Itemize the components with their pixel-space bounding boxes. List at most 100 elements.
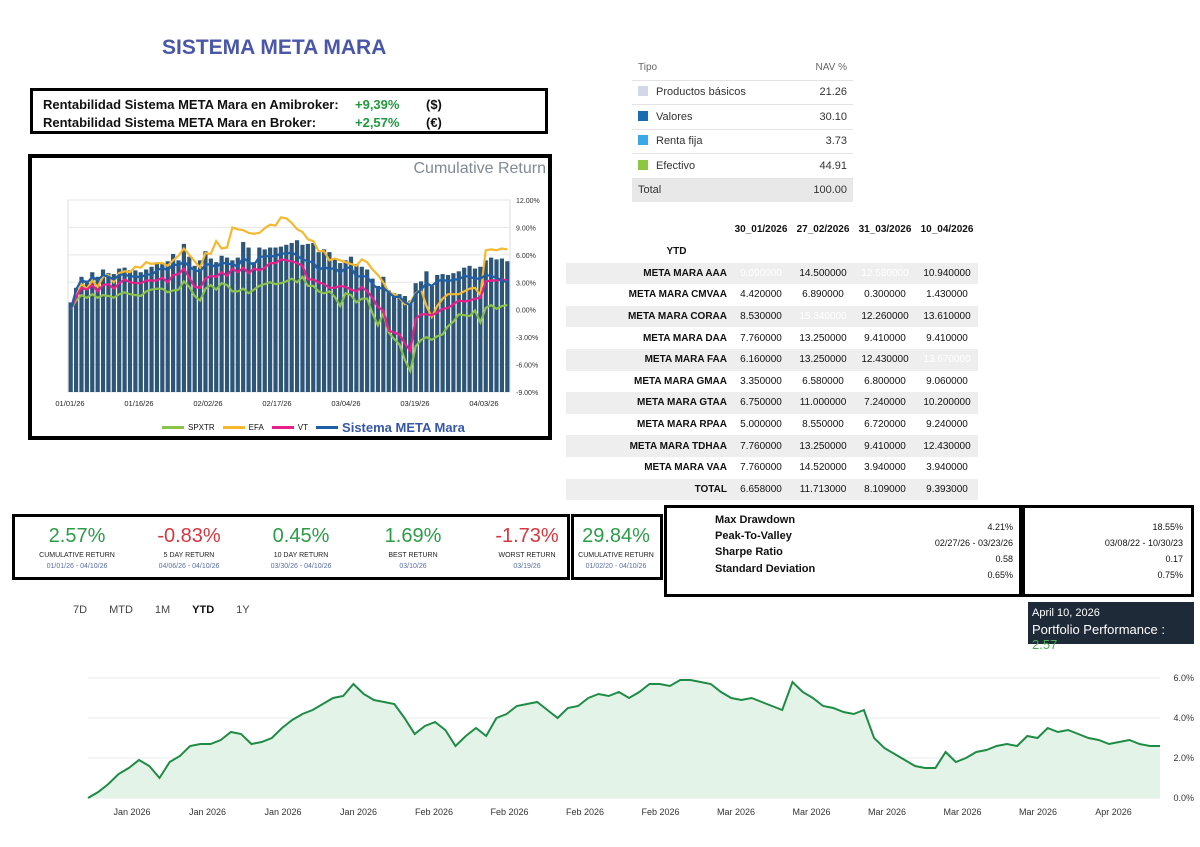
ytd-row: META MARA VAA 7.760000 14.520000 3.940000 3.… — [566, 457, 978, 479]
ytd-row-name: META MARA GMAA — [634, 375, 727, 387]
bar — [472, 268, 478, 392]
stat-dates: 01/01/26 - 04/10/26 — [46, 563, 108, 570]
ytd-date-header: 30_01/2026 — [734, 224, 788, 235]
y-tick-label: 6.0% — [1173, 673, 1194, 683]
x-tick-label: Jan 2026 — [189, 807, 226, 817]
std-value: 0.65% — [987, 570, 1013, 580]
bar — [462, 267, 467, 392]
ytd-cell: 7.760000 — [740, 462, 782, 474]
bar — [73, 287, 79, 392]
x-tick-label: 01/01/26 — [55, 399, 84, 408]
max-drawdown-value: 4.21% — [987, 522, 1013, 532]
return-value: +9,39% — [355, 97, 400, 112]
range-tab-1m[interactable]: 1M — [154, 604, 171, 616]
range-tab-ytd[interactable]: YTD — [192, 604, 215, 616]
bar — [100, 269, 106, 392]
ytd-cell: 9.410000 — [864, 332, 906, 344]
sharpe-value: 0.58 — [995, 554, 1013, 564]
bar — [84, 280, 89, 392]
bar — [289, 242, 294, 392]
legend-swatch — [316, 426, 339, 429]
bar — [505, 261, 510, 392]
bar — [251, 262, 257, 392]
x-tick-label: Jan 2026 — [113, 807, 150, 817]
bar — [348, 256, 354, 392]
ytd-cell: 12.430000 — [916, 435, 978, 457]
bar — [284, 244, 289, 392]
bar — [499, 258, 505, 392]
range-tab-mtd[interactable]: MTD — [109, 604, 133, 616]
stat-value: 29.84% — [582, 525, 650, 547]
legend-item: EFA — [222, 423, 264, 432]
x-tick-label: Apr 2026 — [1095, 807, 1132, 817]
tooltip-date: April 10, 2026 — [1032, 607, 1100, 619]
ytd-row-name: TOTAL — [566, 478, 730, 501]
y-tick-label: 4.0% — [1173, 713, 1194, 723]
bar — [117, 268, 122, 392]
return-label: Rentabilidad Sistema META Mara en Amibro… — [43, 97, 339, 112]
ytd-cell: 9.410000 — [854, 435, 916, 457]
bar — [478, 266, 483, 392]
performance-line — [87, 679, 1160, 799]
range-tab-1y[interactable]: 1Y — [236, 604, 250, 616]
nav-row: Productos básicos 21.26 — [632, 80, 853, 105]
y-tick-label: 2.0% — [1173, 753, 1194, 763]
stat-label: CUMULATIVE RETURN — [578, 552, 654, 559]
swatch-icon — [638, 159, 648, 170]
bar — [176, 260, 181, 392]
ytd-cell: 13.250000 — [792, 348, 854, 371]
period-stats: 2.57% CUMULATIVE RETURN 01/01/26 - 04/10/2… — [12, 514, 570, 580]
x-tick-label: Mar 2026 — [943, 807, 981, 817]
bar — [370, 278, 375, 392]
ytd-cell: 14.520000 — [799, 462, 847, 474]
ytd-row: META MARA GMAA 3.350000 6.580000 6.800000 9.… — [566, 371, 978, 393]
ytd-cell: 12.260000 — [854, 305, 916, 328]
ytd-cell: 3.940000 — [926, 462, 968, 474]
bar — [90, 272, 95, 392]
ytd-cell: 12.580000 — [854, 262, 916, 285]
bar — [338, 263, 343, 392]
ytd-total-row: TOTAL 6.658000 11.713000 8.109000 9.393000 — [566, 478, 978, 501]
y-tick-label: 3.00% — [516, 280, 536, 287]
bar — [365, 269, 370, 392]
stat-item: 1.69% BEST RETURN 03/10/26 — [359, 525, 467, 570]
stat-dates: 01/02/20 - 04/10/26 — [585, 563, 647, 570]
x-tick-label: 02/17/26 — [262, 399, 291, 408]
swatch-icon — [638, 110, 648, 121]
ytd-cell: 6.160000 — [730, 348, 792, 371]
stat-dates: 04/06/26 - 04/10/26 — [158, 563, 220, 570]
nav-row: Valores 30.10 — [632, 104, 853, 130]
y-tick-label: 0.00% — [516, 308, 536, 315]
ytd-date-header: 10_04/2026 — [920, 224, 974, 235]
ytd-row: META MARA CORAA 8.530000 15.340000 12.26000… — [566, 305, 978, 328]
bar — [445, 274, 451, 392]
x-tick-label: Mar 2026 — [1019, 807, 1057, 817]
bar — [273, 247, 278, 392]
x-tick-label: Feb 2026 — [641, 807, 679, 817]
x-tick-label: 03/04/26 — [331, 399, 360, 408]
range-tab-7d[interactable]: 7D — [73, 604, 88, 616]
bar — [79, 276, 84, 392]
bar — [359, 266, 364, 392]
ytd-cell: 6.720000 — [864, 419, 906, 431]
bar — [300, 244, 305, 392]
bar — [203, 251, 208, 392]
stat-label: 5 DAY RETURN — [163, 552, 215, 559]
bar — [187, 256, 192, 392]
x-tick-label: Mar 2026 — [792, 807, 830, 817]
legend-item: VT — [271, 423, 308, 432]
ytd-cell: 8.550000 — [802, 419, 844, 431]
bar — [133, 270, 138, 392]
nav-row: Efectivo 44.91 — [632, 153, 853, 179]
cumulative-return-title: Cumulative Return — [413, 160, 547, 177]
x-tick-label: Feb 2026 — [566, 807, 604, 817]
ytd-cell: 13.670000 — [916, 348, 978, 371]
stat-dates: 03/19/26 — [513, 563, 541, 570]
std-value: 0.75% — [1157, 570, 1183, 580]
bar — [154, 264, 160, 392]
ytd-row: META MARA DAA 7.760000 13.250000 9.410000 9.… — [566, 327, 978, 349]
bar — [235, 257, 240, 392]
stat-label: BEST RETURN — [388, 552, 438, 559]
series-line — [69, 258, 508, 354]
ytd-row-name: META MARA FAA — [566, 348, 730, 371]
